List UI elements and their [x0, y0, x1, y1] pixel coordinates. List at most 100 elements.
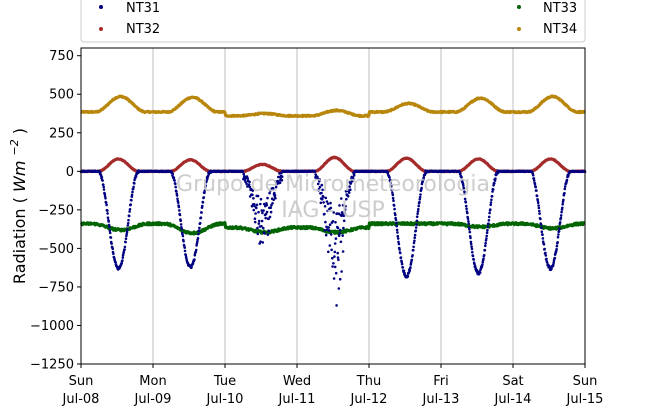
- nt31-point: [241, 169, 245, 173]
- nt31-point: [390, 184, 393, 188]
- nt31-point: [397, 242, 401, 246]
- nt31-point: [257, 222, 261, 225]
- nt31-point: [468, 230, 472, 234]
- nt31-point: [123, 248, 126, 251]
- nt31-point: [418, 198, 422, 201]
- nt31-point: [535, 189, 538, 192]
- nt31-point: [332, 211, 336, 214]
- nt31-point: [542, 243, 546, 246]
- nt31-point: [473, 262, 476, 266]
- nt31-point: [345, 197, 348, 201]
- nt31-point: [467, 222, 471, 225]
- nt31-point: [532, 179, 536, 182]
- nt31-point: [396, 237, 400, 240]
- nt31-point: [200, 211, 203, 214]
- y-tick-label: 750: [49, 49, 74, 64]
- nt31-point: [558, 227, 561, 230]
- x-tick-label-day: Mon: [139, 374, 166, 389]
- nt31-point: [107, 220, 110, 223]
- nt31-point: [267, 217, 270, 221]
- nt31-point: [131, 187, 135, 191]
- nt31-point: [334, 221, 337, 224]
- series-line-nt33: [80, 221, 586, 236]
- y-tick-label: −750: [38, 280, 74, 295]
- nt31-point: [256, 226, 259, 230]
- y-tick-label: 250: [49, 126, 74, 141]
- nt31-point: [274, 185, 278, 189]
- nt31-point: [256, 194, 260, 198]
- nt31-point: [558, 221, 562, 224]
- nt31-point: [415, 219, 419, 223]
- nt31-point: [325, 200, 329, 203]
- nt31-point: [106, 209, 109, 212]
- nt31-point: [264, 216, 268, 220]
- nt31-point: [173, 179, 176, 182]
- nt31-point: [107, 223, 111, 227]
- nt31-point: [123, 245, 127, 249]
- nt31-point: [401, 266, 405, 269]
- nt31-point: [484, 244, 487, 248]
- nt31-point: [412, 245, 415, 249]
- nt31-point: [201, 201, 205, 204]
- nt31-point: [560, 210, 563, 214]
- nt31-point: [272, 198, 275, 202]
- nt31-point: [344, 205, 347, 208]
- y-tick-label: −250: [38, 203, 74, 218]
- nt31-point: [417, 204, 421, 208]
- nt31-point: [341, 204, 345, 207]
- x-tick-label-day: Wed: [283, 374, 311, 389]
- nt31-point: [555, 247, 558, 251]
- nt31-point: [346, 195, 350, 198]
- nt31-point: [175, 194, 179, 197]
- nt31-point: [331, 265, 334, 268]
- nt31-point: [133, 182, 136, 185]
- legend: NT31 NT32 NT33 NT34: [80, 0, 586, 43]
- nt31-point: [108, 229, 112, 232]
- nt31-point: [550, 267, 553, 271]
- nt31-point: [331, 220, 335, 223]
- nt31-point: [320, 191, 323, 195]
- nt31-point: [394, 213, 397, 217]
- nt31-point: [463, 197, 467, 201]
- nt31-point: [328, 244, 332, 247]
- nt31-point: [473, 264, 477, 268]
- nt31-point: [128, 210, 131, 213]
- nt31-point: [464, 204, 468, 208]
- nt31-point: [253, 217, 257, 220]
- nt31-point: [323, 205, 327, 208]
- plot-border: [80, 47, 586, 365]
- nt31-point: [462, 184, 465, 187]
- y-axis-label: Radiation ( Wm −2 ): [3, 128, 29, 284]
- nt31-point: [465, 207, 468, 211]
- nt31-point: [203, 191, 206, 195]
- nt31-point: [328, 223, 332, 226]
- nt31-point: [539, 217, 542, 221]
- nt31-point: [268, 215, 272, 219]
- nt31-point: [348, 185, 351, 188]
- nt31-point: [174, 182, 177, 186]
- nt31-point: [254, 206, 258, 210]
- watermark-line-1: Grupo de Micrometeorologia: [176, 172, 490, 197]
- nt31-point: [247, 183, 251, 186]
- nt31-outlier: [336, 256, 340, 259]
- nt31-point: [108, 231, 112, 235]
- nt31-point: [487, 219, 491, 222]
- nt31-point: [252, 208, 256, 212]
- nt31-point: [337, 212, 341, 215]
- nt31-point: [102, 188, 106, 191]
- nt31-point: [314, 173, 318, 176]
- nt31-point: [567, 174, 570, 177]
- nt31-point: [320, 197, 324, 201]
- nt31-point: [556, 241, 559, 244]
- nt31-point: [323, 229, 327, 232]
- nt31-point: [273, 193, 277, 197]
- nt31-point: [329, 206, 333, 210]
- nt31-point: [260, 219, 264, 223]
- nt31-point: [201, 204, 204, 208]
- nt31-point: [388, 178, 392, 182]
- nt31-point: [176, 197, 179, 201]
- nt31-point: [263, 232, 266, 235]
- series-layer: [79, 94, 587, 307]
- nt31-point: [418, 200, 421, 204]
- nt31-point: [544, 251, 547, 255]
